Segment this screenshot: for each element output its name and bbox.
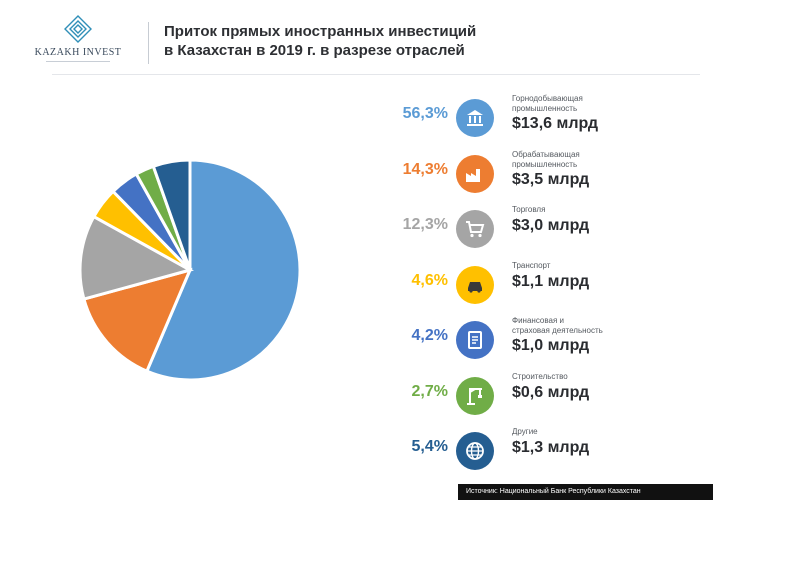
crane-icon: [456, 376, 494, 415]
legend-row: 56,3% Горнодобывающая промышленность $13,6 …: [380, 92, 740, 142]
logo-underline: [46, 61, 110, 66]
legend-percent: 56,3%: [402, 105, 448, 122]
title-line-1: Приток прямых иностранных инвестиций: [164, 23, 477, 40]
legend-amount: $1,3 млрд: [512, 439, 590, 456]
chart-title: Приток прямых иностранных инвестиций в К…: [164, 22, 584, 60]
legend-label-line: Другие: [512, 427, 538, 436]
legend-percent: 14,3%: [402, 160, 448, 178]
legend-row: 2,7% Строительство $0,6 млрд: [380, 370, 740, 420]
legend-amount: $1,0 млрд: [512, 337, 590, 354]
legend-label-line: Финансовая и: [512, 316, 565, 325]
legend-label-line: Торговля: [512, 205, 546, 214]
legend-label: Другие: [512, 427, 692, 437]
legend-row: 4,2% Финансовая и страховая деятельность $1…: [380, 314, 740, 364]
legend-label: Строительство: [512, 372, 692, 382]
finance-document-icon: [456, 321, 494, 359]
legend-label-line: страховая деятельность: [512, 326, 603, 335]
car-icon: [456, 265, 494, 304]
legend-amount: $3,5 млрд: [512, 170, 590, 188]
factory-icon: [456, 154, 494, 193]
legend-amount: $0,6 млрд: [512, 383, 590, 401]
legend-label: Финансовая и страховая деятельность: [512, 316, 692, 336]
legend-amount: $1,1 млрд: [512, 272, 590, 290]
building-columns-icon: [456, 99, 494, 137]
kazakh-invest-logo: KAZAKH INVEST: [30, 14, 126, 66]
legend-row: 4,6% Транспорт $1,1 млрд: [380, 259, 740, 309]
globe-icon: [456, 432, 494, 470]
legend-label: Торговля: [512, 205, 692, 215]
legend-label: Обрабатывающая промышленность: [512, 150, 692, 170]
header-rule: [52, 74, 700, 75]
pie-slice-2: [78, 214, 194, 301]
legend-row: 5,4% Другие $1,3 млрд: [380, 425, 740, 475]
pie-chart: [78, 158, 302, 382]
shopping-cart-icon: [456, 210, 494, 248]
legend-label: Транспорт: [512, 261, 692, 271]
legend-amount: $3,0 млрд: [512, 217, 590, 234]
legend-percent: 4,6%: [411, 271, 448, 289]
legend-label-line: промышленность: [512, 159, 578, 169]
legend-label-line: Строительство: [512, 371, 568, 381]
legend-label: Горнодобывающая промышленность: [512, 94, 692, 114]
legend-amount: $13,6 млрд: [512, 115, 599, 132]
legend-percent: 4,2%: [411, 327, 448, 344]
source-note: Источник: Национальный Банк Республики К…: [458, 484, 713, 500]
legend-percent: 12,3%: [402, 216, 448, 233]
legend-label-line: Транспорт: [512, 260, 551, 270]
legend-row: 14,3% Обрабатывающая промышленность $3,5 мл…: [380, 148, 740, 198]
legend-label-line: промышленность: [512, 104, 578, 113]
title-line-2: в Казахстан в 2019 г. в разрезе отраслей: [164, 42, 465, 59]
legend-percent: 2,7%: [411, 382, 448, 400]
diamond-ornament-icon: [64, 15, 92, 43]
logo-text: KAZAKH INVEST: [34, 47, 122, 58]
legend-label-line: Обрабатывающая: [512, 149, 580, 159]
legend-row: 12,3% Торговля $3,0 млрд: [380, 203, 740, 253]
legend-percent: 5,4%: [411, 438, 448, 455]
header-divider: [148, 22, 149, 64]
legend-label-line: Горнодобывающая: [512, 94, 583, 103]
pie-slice-0: [144, 158, 302, 382]
pie-slice-6: [151, 158, 192, 271]
pie-slice-1: [82, 267, 193, 374]
